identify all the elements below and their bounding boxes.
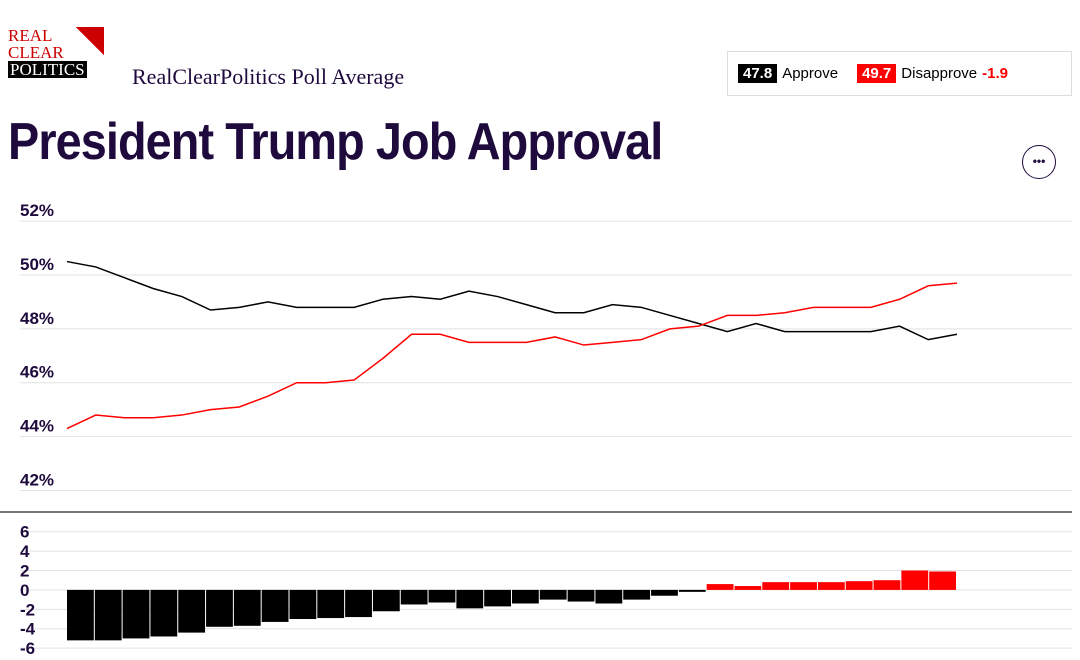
bar (873, 580, 901, 590)
menu-button[interactable]: ••• (1022, 145, 1056, 179)
y-tick-label: -6 (20, 639, 35, 658)
bar (400, 589, 428, 605)
bar (651, 589, 678, 596)
bar (94, 589, 122, 641)
logo-line: CLEAR (8, 43, 64, 62)
title: President Trump Job Approval (8, 113, 663, 171)
y-tick-label: 48% (20, 309, 54, 328)
bar (678, 589, 706, 592)
line (66, 282, 958, 430)
bar (790, 582, 817, 590)
bar (901, 570, 929, 590)
y-tick-label: 4 (20, 542, 30, 561)
bar (512, 589, 539, 604)
bar (122, 589, 150, 639)
bar (623, 589, 651, 600)
bar (929, 571, 956, 590)
bar (456, 589, 484, 609)
spread: -1.9 (982, 65, 1009, 82)
bar (817, 582, 845, 590)
bar (206, 589, 233, 627)
y-tick-label: 42% (20, 470, 54, 489)
source: RealClearPolitics Poll Average (132, 64, 405, 89)
y-tick-label: 44% (20, 417, 54, 436)
y-tick-label: 0 (20, 581, 29, 600)
y-tick-label: 2 (20, 562, 29, 581)
bar (67, 589, 94, 641)
summary: 47.8 Approve 49.7 Disapprove -1.9 (727, 51, 1072, 96)
line (66, 260, 958, 341)
bar (845, 581, 873, 590)
bar (372, 589, 400, 612)
y-tick-label: 6 (20, 523, 29, 542)
approve-value: 47.8 (738, 64, 778, 83)
bar (317, 589, 345, 619)
bar (345, 589, 372, 618)
bar (762, 582, 790, 590)
y-tick-label: 46% (20, 363, 54, 382)
logo-line: POLITICS (8, 60, 87, 79)
y-tick-label: 50% (20, 255, 54, 274)
disapprove-value: 49.7 (857, 64, 897, 83)
y-tick-label: -4 (20, 620, 36, 639)
y-tick-label: 52% (20, 201, 54, 220)
approve-label: Approve (782, 65, 839, 82)
bar (178, 589, 206, 633)
logo-line: REAL (8, 26, 53, 45)
bar (484, 589, 511, 607)
bar (289, 589, 317, 620)
bar (567, 589, 595, 602)
bar (233, 589, 261, 626)
disapprove-label: Disapprove (901, 65, 978, 82)
bar (595, 589, 623, 604)
bar (539, 589, 567, 600)
logo[interactable]: REAL CLEAR POLITICS (8, 27, 104, 89)
bar (261, 589, 289, 622)
bar (150, 589, 178, 637)
bar (706, 584, 734, 590)
bar (428, 589, 456, 603)
bar (734, 586, 762, 590)
y-tick-label: -2 (20, 600, 35, 619)
